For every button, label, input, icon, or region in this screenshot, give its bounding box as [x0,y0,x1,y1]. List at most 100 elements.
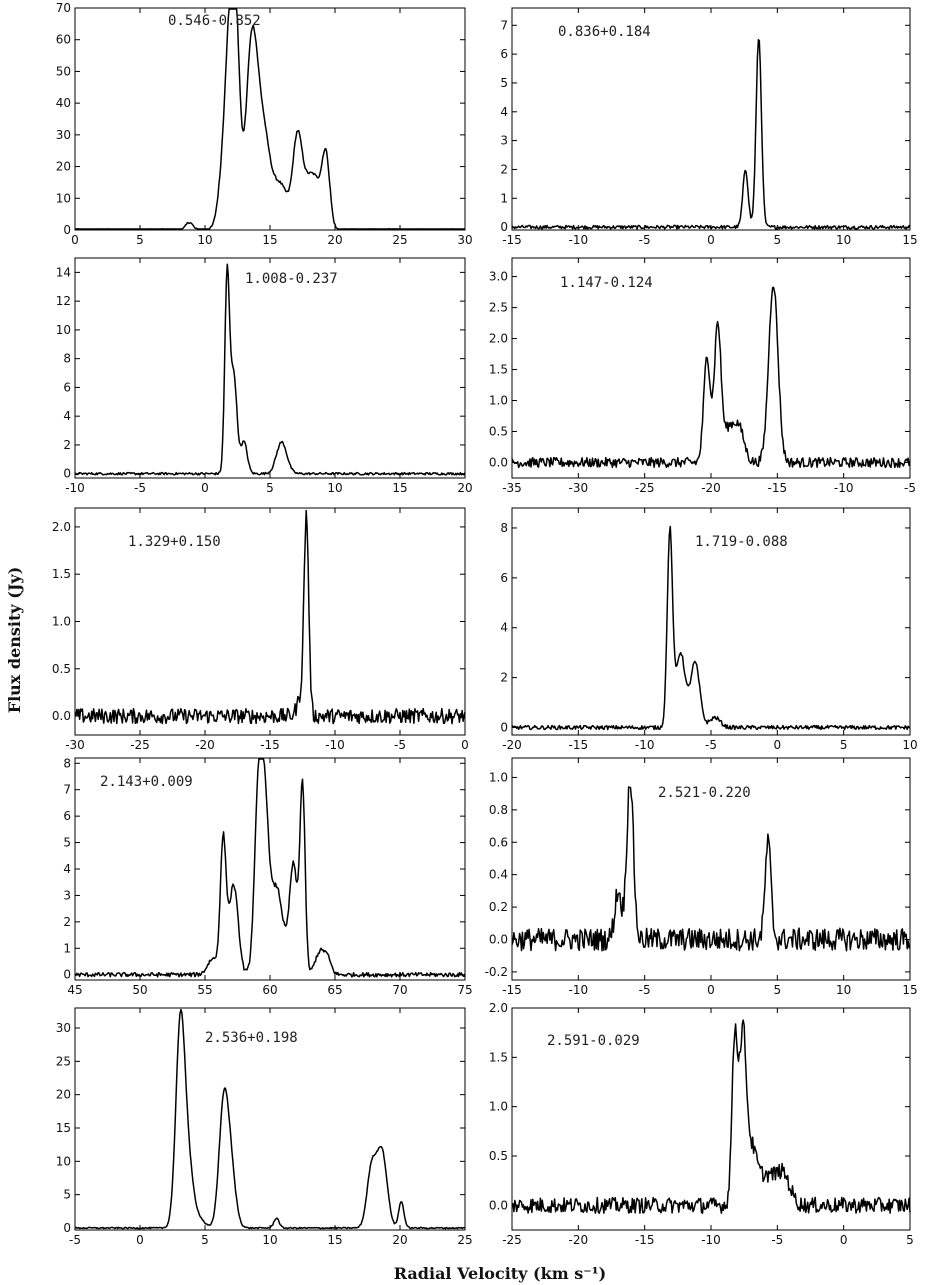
y-tick-label: 0 [63,467,71,481]
y-tick-label: 1.0 [52,615,71,629]
x-tick-label: -35 [502,481,522,495]
y-tick-label: 2 [63,915,71,929]
x-tick-label: 5 [840,738,848,752]
y-tick-label: 60 [56,33,71,47]
y-tick-label: 15 [56,1121,71,1135]
x-tick-label: 5 [906,1233,914,1247]
x-tick-label: -10 [701,1233,721,1247]
panel-frame [74,257,466,479]
x-tick-label: -25 [635,481,655,495]
panel-source-label: 1.329+0.150 [128,534,221,550]
y-tick-label: 2.0 [52,520,71,534]
x-tick-label: -20 [569,1233,589,1247]
x-tick-label: 5 [774,983,782,997]
y-tick-label: 1.5 [489,1050,508,1064]
spectrum-panel: -10 -5 0 5 10 15 20 0 2 4 6 8 10 12 14 1.008-0.237 [56,257,473,495]
panel-source-label: 2.536+0.198 [205,1030,298,1046]
x-tick-label: 15 [392,481,407,495]
x-tick-label: 0 [201,481,209,495]
panels-group: 0 5 10 15 20 25 300102030405060700.546-0.852-1… [52,1,918,1247]
panel-source-label: 2.591-0.029 [547,1033,640,1049]
panel-source-label: 1.008-0.237 [245,271,338,287]
panel-frame [74,7,466,231]
x-tick-label: 15 [902,983,917,997]
x-tick-label: 60 [262,983,277,997]
y-tick-label: 0.6 [489,835,508,849]
x-tick-label: -15 [768,481,788,495]
panel-source-label: 2.521-0.220 [658,785,751,801]
y-tick-label: 20 [56,1088,71,1102]
x-tick-label: -15 [260,738,280,752]
y-tick-label: 7 [63,783,71,797]
x-tick-label: 20 [457,481,472,495]
panel-source-label: 0.836+0.184 [558,24,651,40]
spectrum-panel: -15 -10 -5 0 5 10 15 0 1 2 3 4 5 6 7 0.836+0.184 [500,7,918,247]
y-tick-label: 5 [63,1188,71,1202]
y-tick-label: 50 [56,64,71,78]
spectrum-panel: -25 -20 -15 -10 -5 0 5 0.0 0.5 1.0 1.5 2.0 2.591-0.0… [489,1001,914,1247]
x-tick-label: 10 [836,983,851,997]
x-tick-label: -5 [705,738,717,752]
y-tick-label: 2 [63,438,71,452]
y-tick-label: 4 [63,409,71,423]
spectrum-panel: -35 -30 -25 -20 -15 -10 -5 0.0 0.5 1.0 1.5 2.0 2.5 3.… [489,257,916,495]
spectrum-line [511,1019,911,1214]
spectrum-line [511,38,911,230]
x-tick-label: 20 [392,1233,407,1247]
spectrum-panel: -30 -25 -20 -15 -10 -5 0 0.0 0.5 1.0 1.5 2.0 1.329+0… [52,507,469,752]
x-tick-label: -25 [130,738,150,752]
y-tick-label: 0.4 [489,868,508,882]
x-tick-label: 30 [457,233,472,247]
x-tick-label: -15 [635,1233,655,1247]
spectrum-line [75,8,465,230]
x-tick-label: 70 [392,983,407,997]
spectrum-line [511,286,911,469]
y-tick-label: 2 [500,162,508,176]
y-tick-label: 0 [63,223,71,237]
y-tick-label: 6 [500,571,508,585]
spectrum-line [74,1008,466,1230]
x-tick-label: 0 [136,1233,144,1247]
y-tick-label: 3 [500,134,508,148]
y-tick-label: 0.5 [489,1149,508,1163]
y-tick-label: 5 [63,836,71,850]
x-tick-label: 10 [902,738,917,752]
x-tick-label: 10 [262,1233,277,1247]
panel-frame [74,757,466,981]
x-tick-label: 15 [902,233,917,247]
panel-frame [511,257,911,479]
x-tick-label: -5 [394,738,406,752]
spectrum-line [511,786,911,952]
y-tick-label: 25 [56,1054,71,1068]
y-tick-label: 4 [63,862,71,876]
y-tick-label: 2.0 [489,1001,508,1015]
y-tick-label: 1.0 [489,770,508,784]
x-tick-label: 20 [327,233,342,247]
x-tick-label: 65 [327,983,342,997]
y-tick-label: 8 [63,756,71,770]
x-tick-label: -5 [134,481,146,495]
x-tick-label: -10 [635,738,655,752]
x-tick-label: -25 [502,1233,522,1247]
y-tick-label: 0.5 [489,425,508,439]
x-tick-label: -5 [639,233,651,247]
panel-source-label: 0.546-0.852 [168,13,261,29]
x-tick-label: 0 [461,738,469,752]
y-tick-label: 2.0 [489,332,508,346]
x-tick-label: -10 [65,481,85,495]
y-tick-label: 14 [56,265,71,279]
y-tick-label: 0.8 [489,803,508,817]
spectrum-panel: -15 -10 -5 0 5 10 15 -0.2 0.0 0.2 0.4 0.6 0.8 1.0 2.52… [485,757,918,997]
y-tick-label: 0 [63,968,71,982]
y-tick-label: 6 [500,47,508,61]
x-tick-label: -20 [195,738,215,752]
y-axis-title: Flux density (Jy) [5,567,24,714]
y-tick-label: 0.0 [489,456,508,470]
y-tick-label: 2 [500,671,508,685]
x-tick-label: 5 [201,1233,209,1247]
x-axis-title: Radial Velocity (km s⁻¹) [394,1264,606,1283]
y-tick-label: 0 [500,220,508,234]
y-tick-label: 6 [63,809,71,823]
